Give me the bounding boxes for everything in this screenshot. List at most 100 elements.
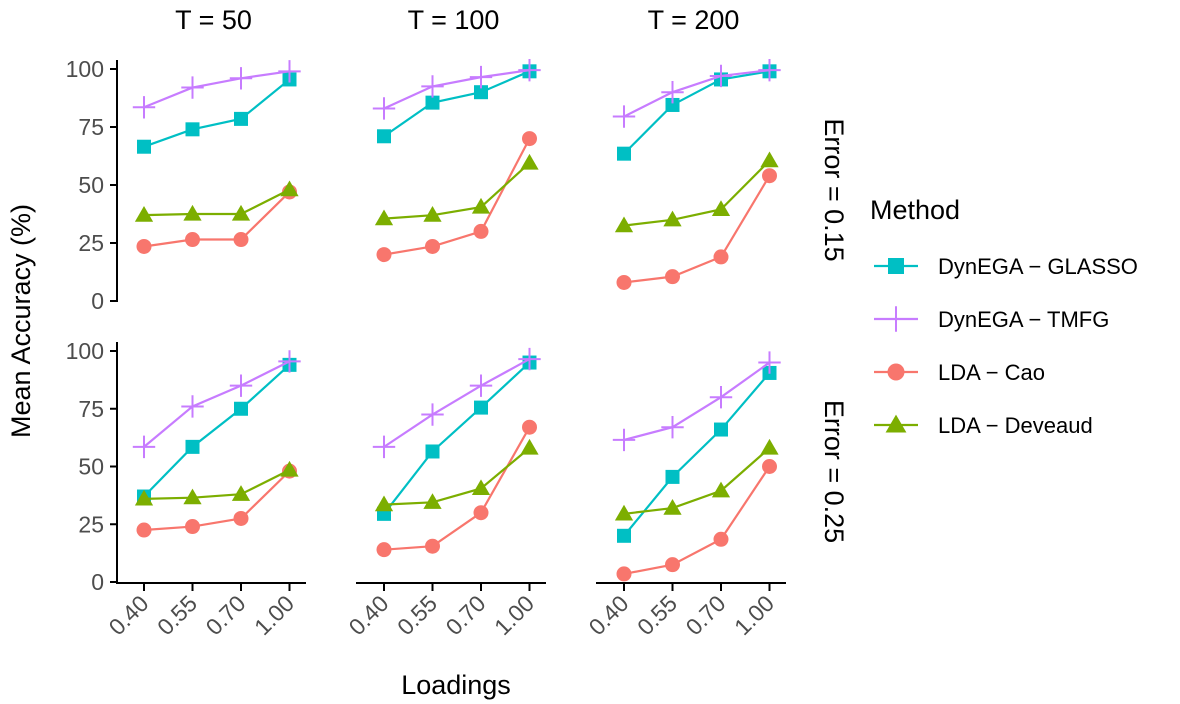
data-point [372, 97, 396, 120]
data-point [617, 146, 631, 161]
series-line [383, 162, 531, 220]
data-point [758, 351, 781, 374]
data-point [374, 209, 394, 226]
data-point [713, 531, 729, 547]
x-tick-label: 0.55 [152, 590, 202, 640]
x-tick-label: 0.70 [200, 590, 250, 640]
y-axis-row-2: 0 25 50 75 100 [66, 338, 118, 595]
data-point [425, 444, 440, 459]
data-point [473, 505, 489, 521]
legend-key-marker [885, 414, 907, 433]
data-point [376, 247, 392, 263]
data-point [665, 97, 680, 112]
data-point [474, 85, 488, 100]
y-tick-label: 50 [78, 172, 104, 198]
data-point [421, 403, 444, 426]
x-axis-title: Loadings [401, 670, 511, 700]
series-line [623, 69, 770, 118]
series-line [143, 188, 290, 217]
data-point [425, 538, 440, 554]
series-line [383, 138, 531, 256]
data-point [471, 479, 491, 496]
data-point [423, 206, 442, 222]
panel-r1-c2 [372, 58, 541, 263]
data-point [522, 419, 537, 435]
data-point [665, 269, 680, 285]
x-tick-label: 0.40 [583, 590, 633, 640]
y-tick-label: 100 [66, 56, 104, 82]
data-point [229, 374, 253, 397]
data-point [137, 139, 151, 154]
data-point [234, 401, 248, 416]
data-point [132, 96, 156, 119]
x-tick-label: 0.40 [343, 590, 393, 640]
series-line [623, 361, 771, 441]
data-point [278, 60, 301, 83]
y-tick-label: 0 [91, 288, 104, 314]
series-line [143, 191, 291, 248]
series-line [383, 70, 530, 138]
data-point [181, 395, 204, 418]
chart-labels: Mean Accuracy (%) Loadings [6, 204, 511, 700]
data-point [376, 542, 392, 558]
y-tick-label: 75 [78, 114, 104, 140]
data-point [518, 58, 541, 82]
series-line [143, 468, 290, 500]
x-axis-col-3: 0.400.550.701.00 [583, 582, 786, 640]
data-point [665, 469, 680, 484]
data-point [134, 489, 154, 506]
data-point [522, 131, 537, 147]
data-point [280, 460, 299, 477]
data-point [612, 105, 636, 128]
data-point [711, 200, 731, 216]
series-line [623, 372, 771, 537]
data-point [758, 58, 781, 82]
y-axis-title: Mean Accuracy (%) [6, 204, 36, 438]
data-point [612, 428, 636, 452]
legend-entry-label: LDA − Cao [938, 360, 1045, 385]
data-point [377, 129, 391, 144]
legend-entry: LDA − Deveaud [874, 413, 1093, 438]
data-point [425, 238, 440, 254]
data-point [663, 498, 682, 515]
data-point [713, 249, 729, 265]
x-axis-col-2: 0.400.550.701.00 [343, 582, 546, 640]
x-tick-label: 1.00 [249, 590, 299, 640]
data-point [469, 374, 493, 397]
data-point [185, 122, 200, 137]
panel-r1-c1 [132, 60, 301, 254]
row-strip-title: Error = 0.25 [819, 400, 849, 543]
data-point [229, 67, 253, 90]
data-point [709, 64, 733, 88]
data-point [231, 204, 251, 221]
data-point [181, 76, 204, 99]
y-tick-label: 75 [78, 396, 104, 422]
data-point [663, 210, 682, 227]
series-line [143, 360, 290, 448]
data-point [231, 485, 251, 501]
x-tick-label: 0.70 [440, 590, 490, 640]
data-point [614, 504, 634, 521]
data-point [136, 522, 152, 538]
data-point [233, 232, 249, 248]
column-strip-title: T = 200 [648, 5, 740, 35]
legend-entry: DynEGA − TMFG [874, 306, 1109, 332]
data-point [185, 439, 200, 454]
data-point [474, 400, 488, 415]
data-point [760, 151, 779, 168]
y-tick-label: 25 [78, 511, 104, 537]
data-point [421, 75, 444, 98]
data-point [132, 435, 156, 459]
series-line [383, 69, 530, 110]
data-point [762, 168, 777, 184]
series-line [143, 470, 291, 532]
series-line [623, 70, 770, 155]
data-point [714, 422, 728, 437]
data-point [134, 206, 154, 222]
x-tick-label: 0.55 [392, 590, 442, 640]
row-strip-title: Error = 0.15 [819, 118, 849, 261]
data-point [518, 347, 541, 371]
data-point [616, 566, 632, 582]
legend-key-marker [888, 258, 904, 274]
